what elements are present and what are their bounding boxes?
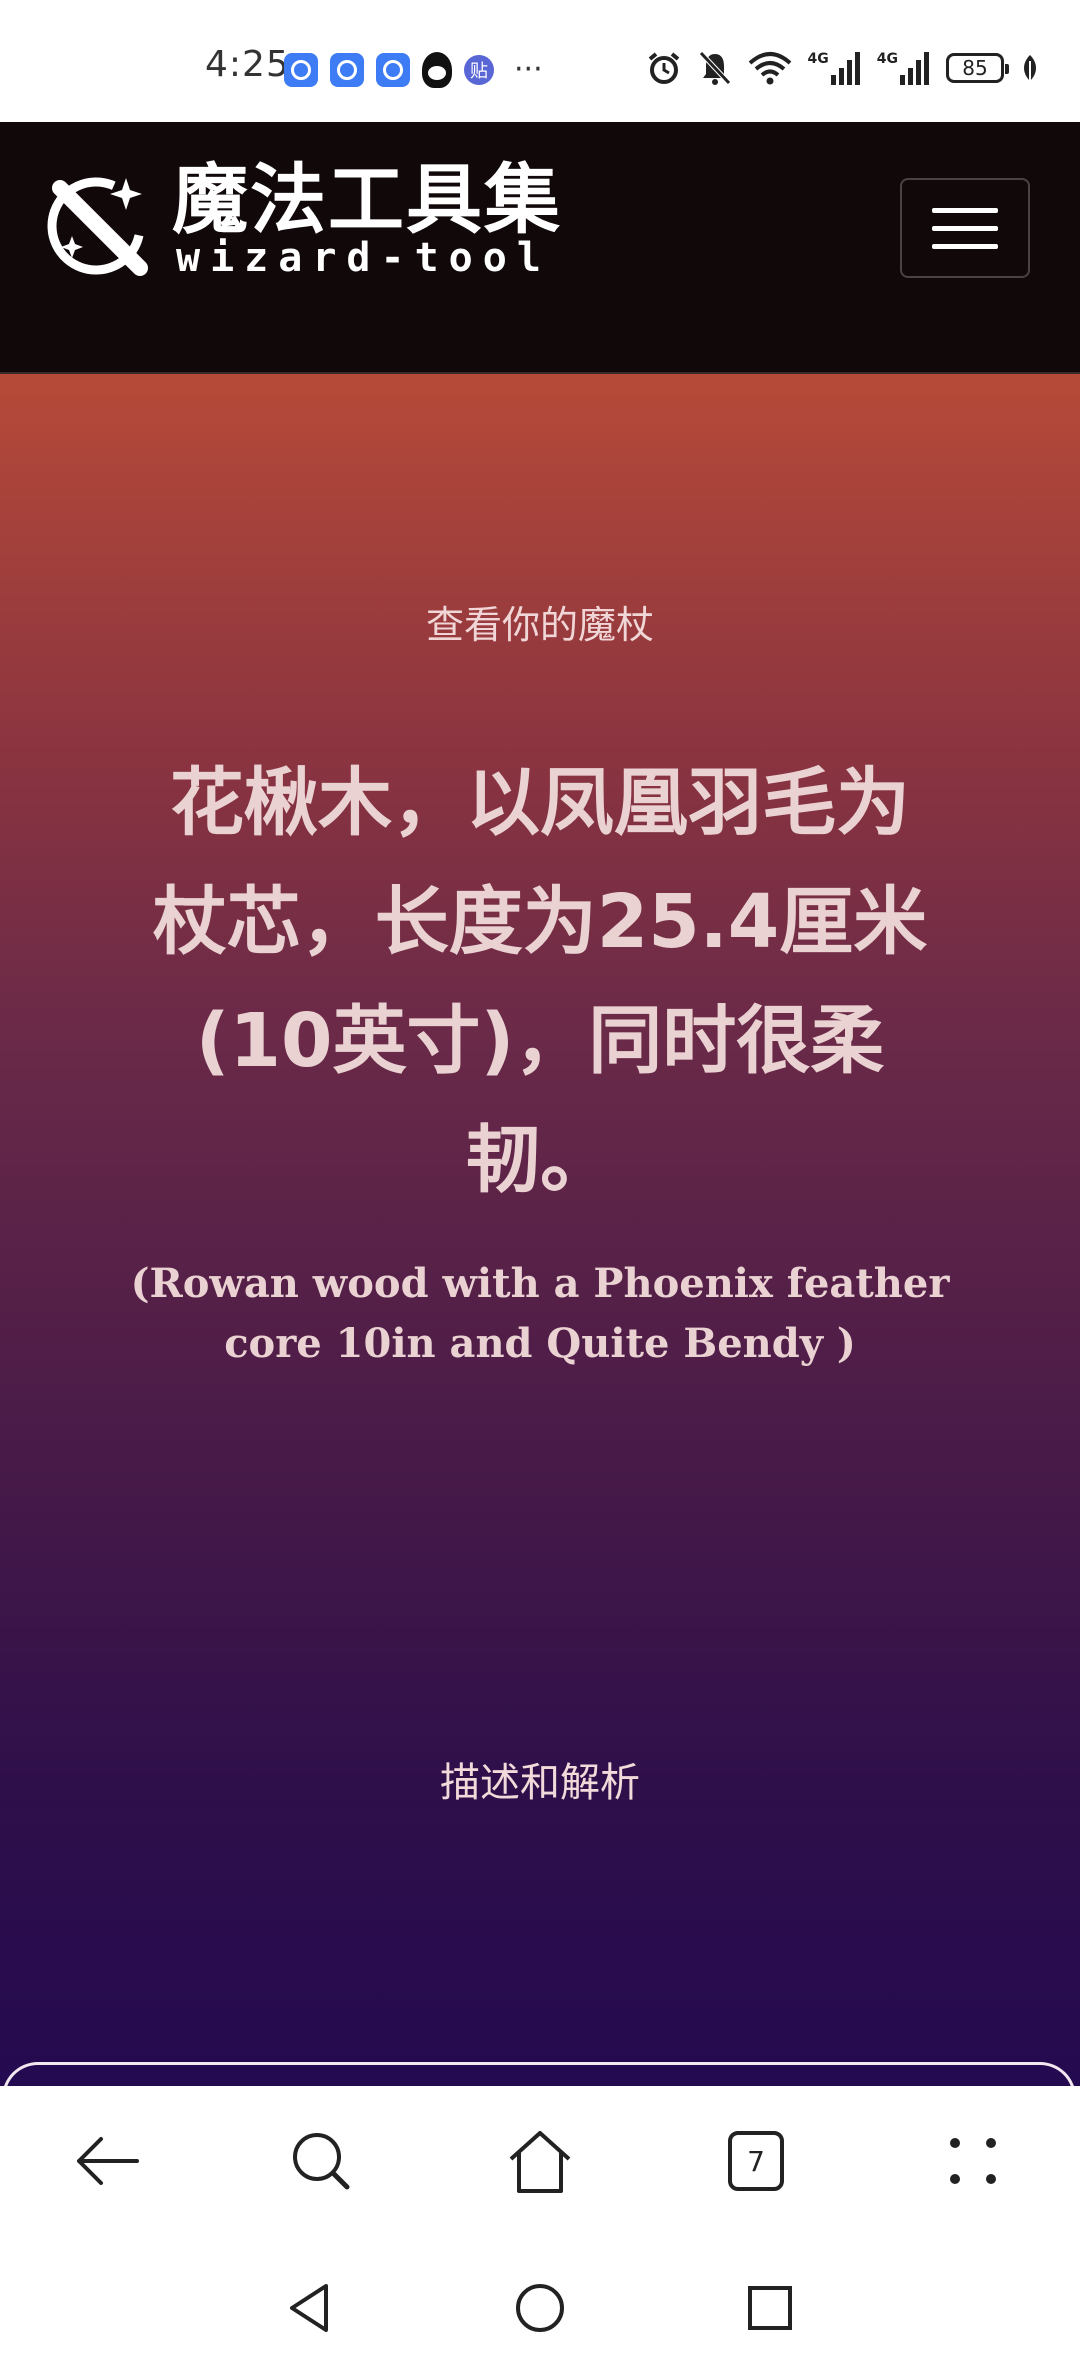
notification-icons: 贴 ··· <box>284 52 543 88</box>
search-button[interactable] <box>276 2116 366 2206</box>
home-button[interactable] <box>495 2116 585 2206</box>
site-header: 魔法工具集 wizard-tool <box>0 122 1080 374</box>
status-time: 4:25 <box>205 44 290 85</box>
nav-recents-button[interactable] <box>730 2268 810 2348</box>
logo-title[interactable]: 魔法工具集 <box>172 155 562 244</box>
triangle-back-icon <box>290 2284 328 2332</box>
circle-home-icon <box>516 2284 564 2332</box>
battery-level: 85 <box>962 56 988 80</box>
square-recents-icon <box>748 2286 792 2330</box>
wand-title: 花楸木，以凤凰羽毛为杖芯，长度为25.4厘米(10英寸)，同时很柔韧。 <box>152 760 928 1203</box>
wand-title-english: (Rowan wood with a Phoenix feather core … <box>130 1260 950 1367</box>
app-notification-icon <box>284 53 318 87</box>
browser-toolbar: 7 <box>0 2086 1080 2256</box>
hamburger-icon <box>932 207 998 213</box>
search-icon <box>293 2133 350 2190</box>
hero-eyebrow: 查看你的魔杖 <box>425 603 654 647</box>
qq-icon <box>422 52 452 88</box>
signal-icon: 4G <box>808 51 861 85</box>
back-button[interactable] <box>62 2116 152 2206</box>
menu-toggle-button[interactable] <box>900 178 1030 278</box>
more-menu-button[interactable] <box>928 2116 1018 2206</box>
alarm-icon <box>646 50 682 86</box>
nav-home-button[interactable] <box>500 2268 580 2348</box>
leaf-icon <box>1020 53 1040 83</box>
hamburger-icon <box>932 225 998 231</box>
mute-icon <box>698 50 732 86</box>
signal-icon: 4G <box>877 51 930 85</box>
system-icons: 4G 4G 85 <box>646 50 1040 86</box>
app-notification-icon <box>330 53 364 87</box>
wand-logo-icon[interactable] <box>44 170 154 280</box>
back-arrow-icon <box>77 2137 139 2185</box>
status-bar: 4:25 贴 ··· 4G 4G 85 <box>0 0 1080 122</box>
tieba-icon: 贴 <box>464 55 494 85</box>
description-analysis-link[interactable]: 描述和解析 <box>440 1760 640 1806</box>
system-navigation-bar <box>0 2256 1080 2376</box>
more-dots-icon <box>950 2138 996 2184</box>
nav-back-button[interactable] <box>270 2268 350 2348</box>
logo-subtitle: wizard-tool <box>176 235 551 281</box>
more-notifications-indicator: ··· <box>514 52 543 87</box>
tabs-button[interactable]: 7 <box>711 2116 801 2206</box>
tab-count: 7 <box>728 2131 784 2191</box>
battery-icon: 85 <box>946 53 1009 83</box>
home-icon <box>509 2131 571 2193</box>
hamburger-icon <box>932 243 998 249</box>
wifi-icon <box>748 51 792 85</box>
wand-result-hero: 查看你的魔杖 花楸木，以凤凰羽毛为杖芯，长度为25.4厘米(10英寸)，同时很柔… <box>0 374 1080 2122</box>
app-notification-icon <box>376 53 410 87</box>
